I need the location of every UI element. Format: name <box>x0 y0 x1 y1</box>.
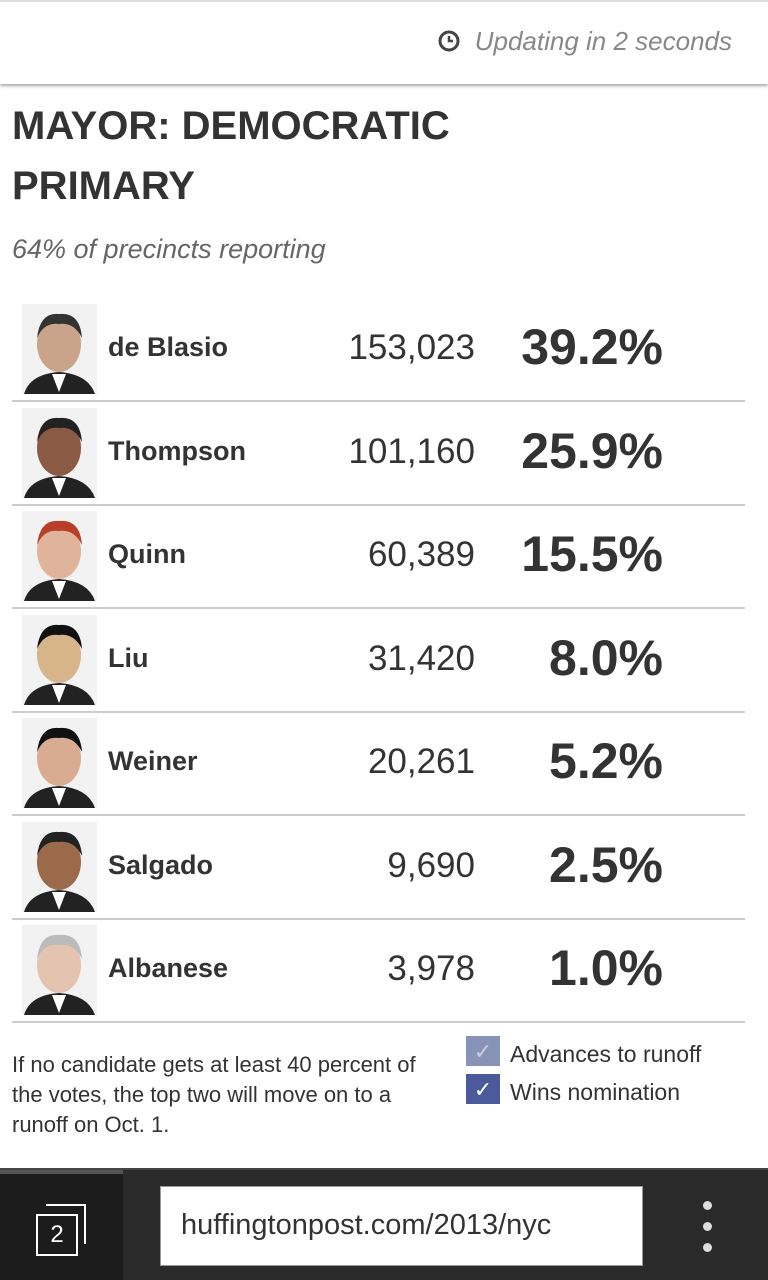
candidate-name: Thompson <box>108 435 246 466</box>
update-status: Updating in 2 seconds <box>474 26 732 56</box>
tab-count[interactable]: 2 <box>36 1214 78 1256</box>
candidate-photo <box>22 407 97 498</box>
vote-count: 60,389 <box>367 535 475 574</box>
vote-count: 9,690 <box>387 845 475 885</box>
legend-label: Wins nomination <box>510 1079 681 1105</box>
legend-label: Advances to runoff <box>510 1041 702 1067</box>
candidate-name: Liu <box>108 642 149 673</box>
footnote: If no candidate gets at least 40 percent… <box>12 1052 416 1137</box>
portrait <box>24 831 95 912</box>
menu-dot[interactable] <box>703 1222 712 1231</box>
candidate-name: Salgado <box>108 849 214 880</box>
portrait <box>24 934 95 1015</box>
candidate-row: Albanese 3,978 1.0% <box>12 919 745 1023</box>
candidate-photo <box>22 304 97 394</box>
vote-count: 3,978 <box>387 949 475 988</box>
candidate-photo <box>22 511 97 601</box>
portrait <box>24 313 95 394</box>
portrait <box>24 624 95 705</box>
candidate-photo <box>22 821 97 912</box>
vote-percent: 1.0% <box>549 940 663 996</box>
legend-swatch: ✓ <box>466 1074 500 1104</box>
candidate-row: Weiner 20,261 5.2% <box>12 712 745 816</box>
menu-dot[interactable] <box>703 1243 712 1252</box>
menu-dot[interactable] <box>703 1201 712 1210</box>
candidate-name: Quinn <box>108 539 186 569</box>
vote-percent: 5.2% <box>549 733 663 789</box>
candidate-name: Weiner <box>108 746 198 776</box>
vote-percent: 25.9% <box>521 422 663 479</box>
candidate-name: Albanese <box>108 953 229 983</box>
vote-percent: 2.5% <box>549 836 663 893</box>
portrait <box>24 727 95 808</box>
clock-icon <box>438 30 460 52</box>
reporting-status: 64% of precincts reporting <box>12 234 326 264</box>
vote-count: 31,420 <box>367 638 475 678</box>
candidate-row: Liu 31,420 8.0% <box>12 609 745 713</box>
vote-count: 101,160 <box>348 431 475 471</box>
race-title: MAYOR: DEMOCRATIC PRIMARY <box>12 104 450 208</box>
candidate-photo <box>22 614 97 705</box>
tab-stack <box>46 1204 86 1244</box>
candidate-name: de Blasio <box>108 332 229 362</box>
candidate-row: de Blasio 153,023 39.2% <box>12 298 745 402</box>
top-bar <box>0 0 768 84</box>
url-text: huffingtonpost.com/2013/nyc <box>181 1209 552 1241</box>
vote-count: 153,023 <box>348 328 475 367</box>
legend-swatch: ✓ <box>466 1036 500 1066</box>
vote-percent: 15.5% <box>521 526 663 582</box>
url-bar[interactable]: huffingtonpost.com/2013/nyc <box>160 1186 643 1266</box>
url-fade <box>582 1187 642 1265</box>
candidate-row: Thompson 101,160 25.9% <box>12 402 745 506</box>
vote-percent: 8.0% <box>549 629 663 686</box>
vote-percent: 39.2% <box>521 319 663 375</box>
candidate-row: Salgado 9,690 2.5% <box>12 816 745 920</box>
portrait <box>24 520 95 601</box>
candidate-row: Quinn 60,389 15.5% <box>12 505 745 609</box>
vote-count: 20,261 <box>367 742 475 781</box>
candidate-photo <box>22 718 97 808</box>
portrait <box>24 417 95 498</box>
tab-button[interactable] <box>0 1170 123 1280</box>
candidate-photo <box>22 925 97 1015</box>
